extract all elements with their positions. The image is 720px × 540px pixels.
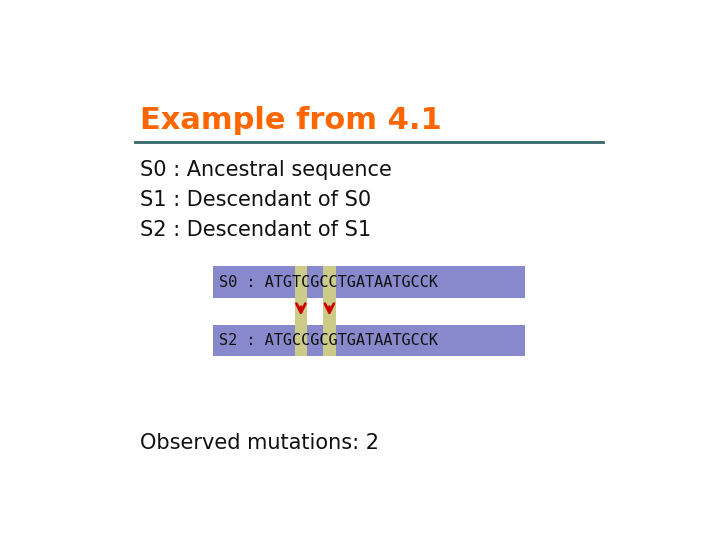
Bar — [294, 325, 307, 356]
FancyBboxPatch shape — [79, 57, 660, 489]
Bar — [213, 325, 526, 356]
Bar — [213, 266, 526, 298]
Bar — [294, 266, 307, 298]
Text: S0 : Ancestral sequence: S0 : Ancestral sequence — [140, 160, 392, 180]
Bar — [323, 325, 336, 356]
Bar — [323, 266, 336, 298]
Text: S0 : ATGTCGCCTGATAATGCCK: S0 : ATGTCGCCTGATAATGCCK — [220, 274, 438, 289]
Text: S2 : ATGCCGCGTGATAATGCCK: S2 : ATGCCGCGTGATAATGCCK — [220, 333, 438, 348]
Text: Example from 4.1: Example from 4.1 — [140, 106, 442, 136]
Text: S1 : Descendant of S0: S1 : Descendant of S0 — [140, 191, 372, 211]
Bar — [323, 298, 336, 325]
Text: S2 : Descendant of S1: S2 : Descendant of S1 — [140, 220, 372, 240]
Bar — [294, 298, 307, 325]
Text: Observed mutations: 2: Observed mutations: 2 — [140, 433, 379, 453]
